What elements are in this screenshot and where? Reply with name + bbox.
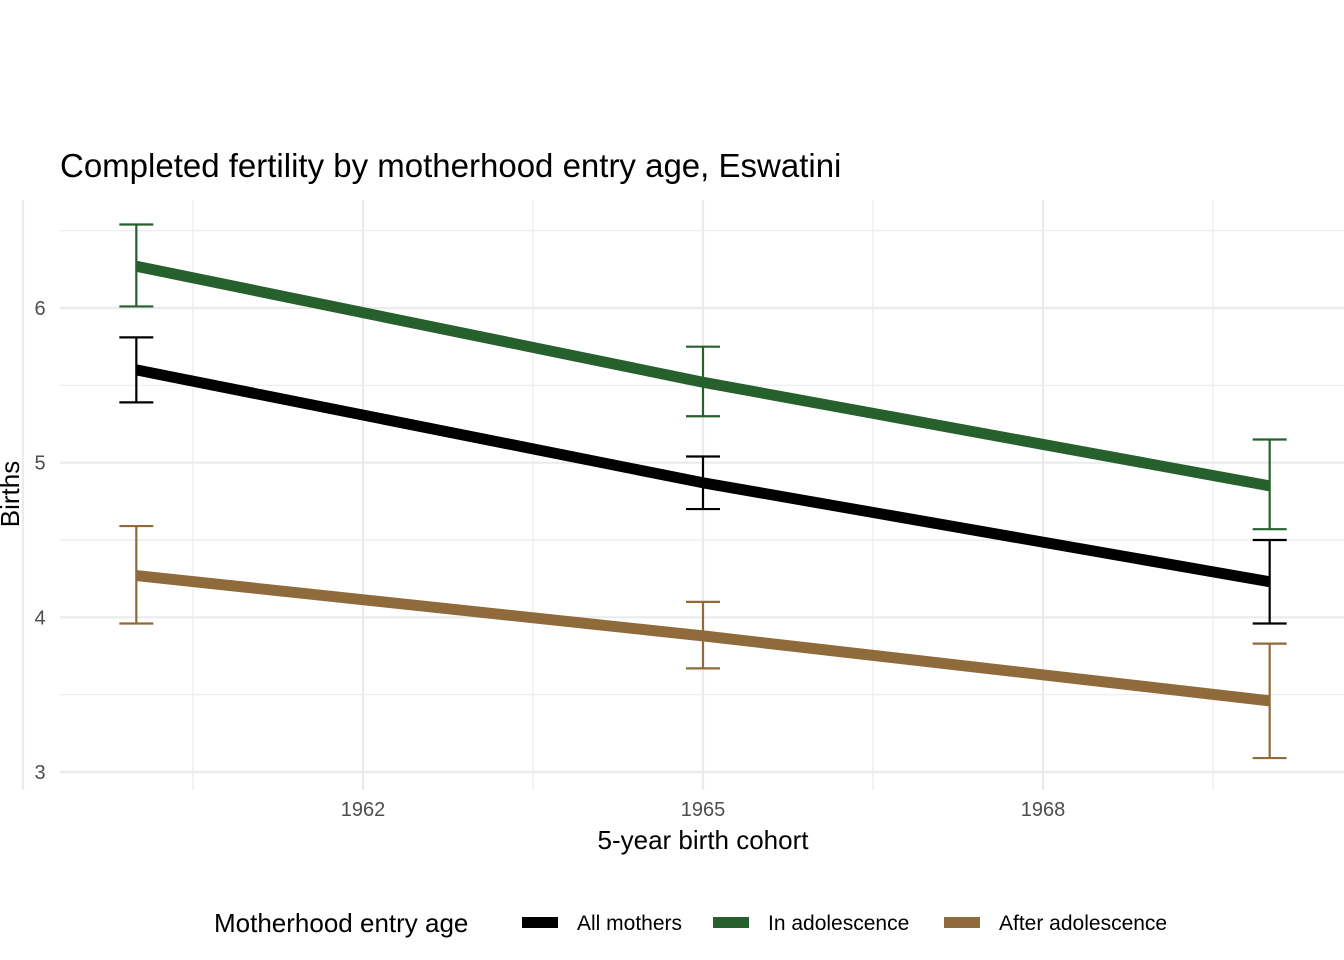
y-axis-label: Births xyxy=(0,461,25,527)
series-layer xyxy=(119,223,1287,760)
y-tick-label: 6 xyxy=(34,298,45,320)
legend-item: In adolescence xyxy=(713,912,909,935)
legend-label: All mothers xyxy=(577,912,682,935)
x-axis-ticks: 1962 1965 1968 xyxy=(341,799,1066,821)
x-axis-label: 5-year birth cohort xyxy=(598,825,810,855)
x-tick-label: 1968 xyxy=(1021,799,1066,821)
chart-title: Completed fertility by motherhood entry … xyxy=(60,147,841,184)
y-tick-label: 3 xyxy=(34,762,45,784)
error-bar xyxy=(119,223,154,308)
error-bar xyxy=(119,524,154,625)
y-axis-ticks: 3 4 5 6 xyxy=(34,298,45,784)
x-tick-label: 1965 xyxy=(681,799,726,821)
legend-key xyxy=(713,917,749,928)
legend: Motherhood entry age All mothers In adole… xyxy=(214,908,1167,938)
series-in-adolescence xyxy=(119,223,1287,531)
legend-label: In adolescence xyxy=(768,912,909,935)
y-tick-label: 5 xyxy=(34,453,45,475)
series-all-mothers xyxy=(119,336,1287,625)
legend-label: After adolescence xyxy=(999,912,1167,935)
legend-key xyxy=(522,917,558,928)
legend-title: Motherhood entry age xyxy=(214,908,468,938)
legend-item: All mothers xyxy=(522,912,682,935)
legend-key xyxy=(944,917,980,928)
series-after-adolescence xyxy=(119,524,1287,760)
legend-item: After adolescence xyxy=(944,912,1167,935)
y-tick-label: 4 xyxy=(34,607,45,629)
x-tick-label: 1962 xyxy=(341,799,386,821)
